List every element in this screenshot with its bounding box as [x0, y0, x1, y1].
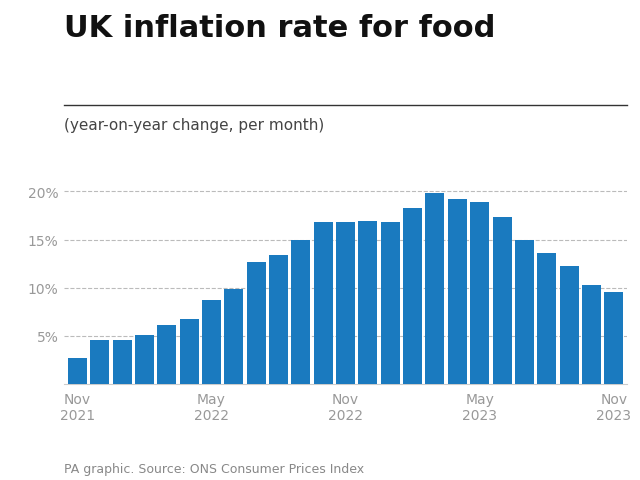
Bar [246, 262, 266, 384]
Bar [135, 335, 154, 384]
Bar [470, 203, 489, 384]
Bar [90, 340, 109, 384]
Bar [113, 340, 132, 384]
Bar [448, 200, 467, 384]
Bar [314, 223, 333, 384]
Bar [582, 285, 601, 384]
Text: UK inflation rate for food: UK inflation rate for food [64, 14, 495, 43]
Bar [269, 255, 288, 384]
Text: PA graphic. Source: ONS Consumer Prices Index: PA graphic. Source: ONS Consumer Prices … [64, 462, 364, 475]
Text: (year-on-year change, per month): (year-on-year change, per month) [64, 118, 324, 132]
Bar [68, 358, 87, 384]
Bar [515, 240, 534, 384]
Bar [604, 293, 623, 384]
Bar [403, 208, 422, 384]
Bar [559, 267, 579, 384]
Bar [336, 223, 355, 384]
Bar [358, 222, 378, 384]
Bar [157, 325, 176, 384]
Bar [180, 320, 198, 384]
Bar [225, 289, 243, 384]
Bar [381, 223, 400, 384]
Bar [291, 241, 310, 384]
Bar [493, 218, 511, 384]
Bar [202, 300, 221, 384]
Bar [537, 253, 556, 384]
Bar [426, 194, 445, 384]
